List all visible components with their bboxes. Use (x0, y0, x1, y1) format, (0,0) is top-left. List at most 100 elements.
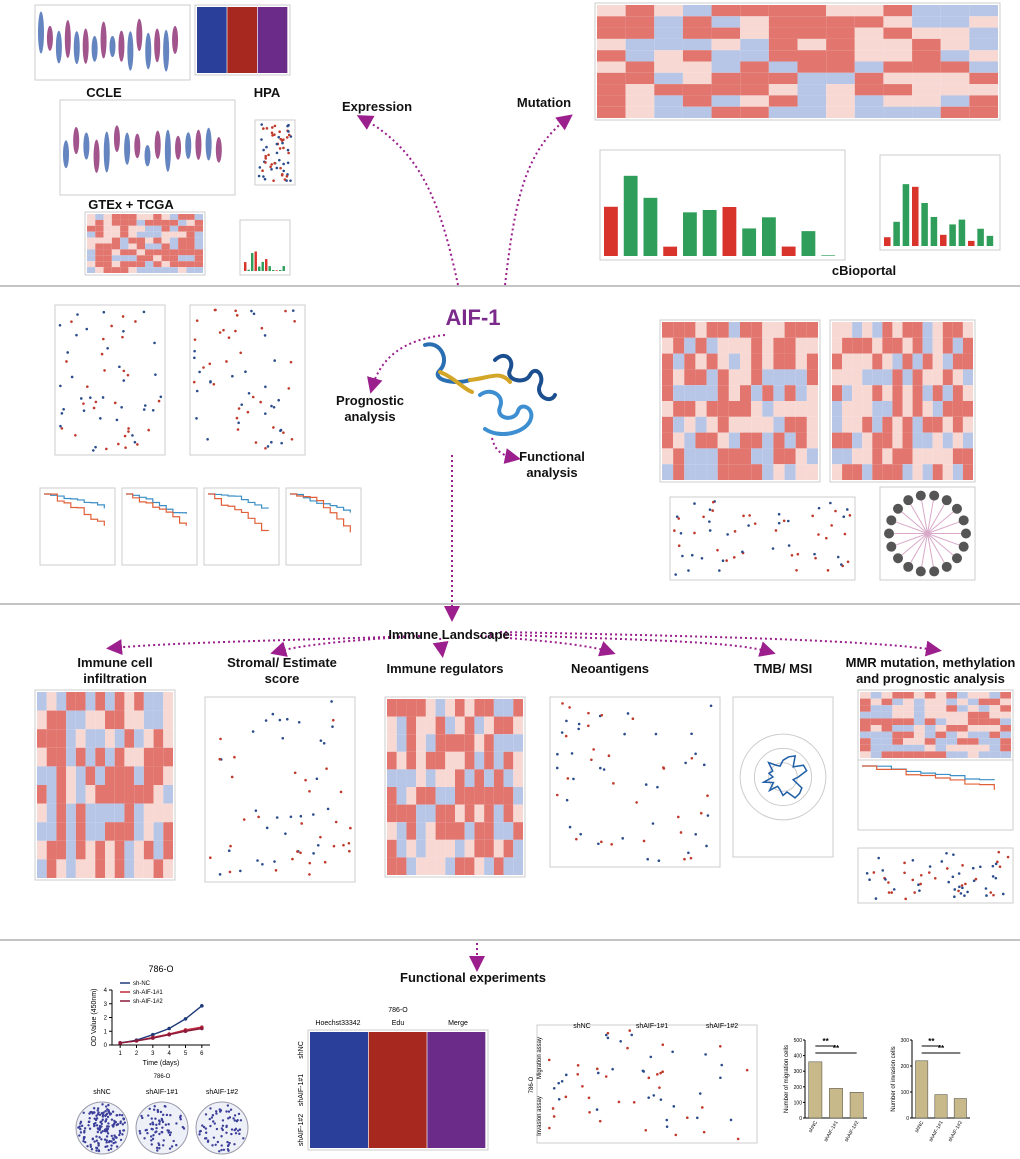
colony (159, 1110, 163, 1114)
cell (503, 839, 514, 858)
dot (235, 314, 239, 317)
cell (946, 738, 958, 745)
cell (1000, 725, 1011, 732)
cell (978, 725, 990, 732)
cell (797, 50, 827, 62)
dot (275, 151, 279, 155)
cell (773, 432, 785, 449)
colony (227, 1143, 230, 1147)
cell (932, 385, 943, 401)
cell (120, 249, 129, 256)
dot (219, 737, 222, 741)
cell (95, 237, 104, 244)
dot (154, 373, 157, 376)
cell (922, 353, 933, 370)
dish (75, 1101, 129, 1155)
cell (942, 401, 953, 417)
cell (464, 839, 475, 858)
dot (278, 130, 281, 134)
colony (107, 1140, 111, 1144)
bar (808, 1061, 823, 1119)
cell (143, 729, 154, 748)
cell (872, 337, 883, 354)
label-ccle: CCLE (86, 85, 122, 100)
cell (862, 416, 873, 433)
dot (287, 130, 290, 133)
dot (884, 878, 887, 881)
cell (969, 95, 998, 107)
violin (175, 135, 182, 160)
y-tick-label: 3 (104, 1002, 108, 1008)
cell (103, 214, 112, 220)
colony (141, 1116, 144, 1120)
cell (881, 731, 893, 739)
violin (185, 132, 192, 160)
bar (829, 1088, 843, 1119)
cell (416, 787, 426, 805)
dot (600, 713, 604, 717)
dot (706, 814, 710, 817)
y-tick-label: 300 (901, 1038, 910, 1044)
cell (913, 711, 925, 719)
cell (717, 322, 729, 338)
cell (892, 731, 904, 739)
dot (239, 351, 242, 355)
cell (881, 718, 893, 725)
colony (234, 1127, 238, 1131)
dot (919, 873, 923, 877)
cell (124, 803, 135, 823)
cell (854, 50, 884, 62)
cell (425, 699, 436, 717)
dot (234, 329, 237, 333)
dot (284, 309, 287, 313)
cell (114, 822, 125, 841)
edge (920, 495, 928, 534)
cell (706, 401, 718, 417)
cell (762, 337, 774, 354)
cell (962, 322, 973, 338)
y-tick-label: 100 (794, 1100, 803, 1106)
cell (597, 16, 626, 28)
cell (66, 729, 76, 748)
cell (425, 857, 436, 875)
colony (202, 1125, 206, 1129)
dot (677, 544, 681, 548)
edge (907, 499, 928, 534)
dot (142, 408, 146, 411)
colony (214, 1143, 217, 1146)
cell (989, 725, 1001, 732)
cell (1000, 711, 1011, 719)
dot (961, 886, 964, 890)
dot (989, 891, 993, 894)
dot (308, 861, 312, 865)
colony (156, 1149, 159, 1152)
cell (103, 237, 112, 244)
dot (604, 1033, 608, 1037)
cell (862, 353, 873, 370)
cell (163, 710, 173, 730)
cell (957, 705, 968, 712)
cell (662, 385, 674, 401)
cell (832, 432, 843, 449)
figure-thumbnail (857, 847, 1014, 904)
cell (882, 401, 893, 417)
cell (882, 432, 893, 449)
node (941, 495, 952, 506)
dot (725, 559, 728, 562)
cell (103, 255, 112, 262)
dot (105, 447, 108, 451)
cell (892, 705, 904, 712)
edu-col: Edu (392, 1020, 405, 1027)
cell (145, 267, 154, 273)
cell (924, 738, 936, 745)
cell (66, 766, 76, 785)
dot (777, 512, 781, 516)
cell (942, 369, 953, 386)
bar (272, 270, 275, 271)
cell (913, 731, 925, 739)
dot (212, 382, 216, 386)
dot (285, 717, 289, 721)
cell (946, 718, 958, 725)
cell (870, 711, 882, 719)
